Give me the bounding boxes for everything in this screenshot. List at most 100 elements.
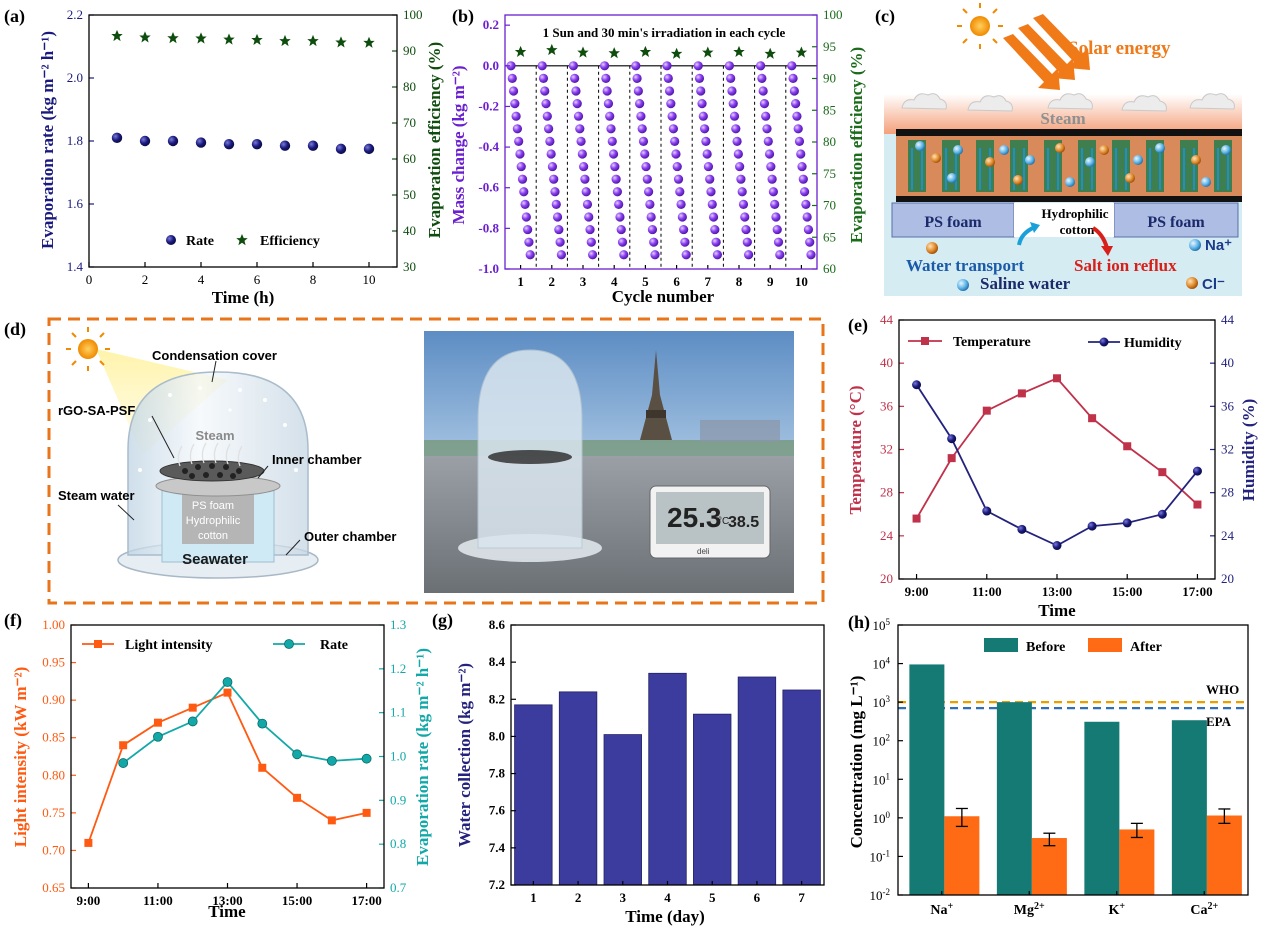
mass-point bbox=[588, 250, 598, 260]
mass-point bbox=[701, 136, 711, 146]
ps-foam-right-label: PS foam bbox=[1147, 214, 1205, 231]
mass-point bbox=[581, 187, 591, 197]
mass-point bbox=[733, 149, 743, 159]
x-tick-label-b: 5 bbox=[642, 274, 649, 289]
mass-point bbox=[761, 111, 771, 121]
mass-point bbox=[694, 73, 705, 83]
legend-label-after: After bbox=[1130, 640, 1162, 655]
mass-point bbox=[550, 187, 560, 197]
bar bbox=[603, 734, 642, 886]
mass-point bbox=[523, 224, 533, 235]
mass-point bbox=[735, 161, 745, 172]
mass-point bbox=[614, 199, 624, 209]
mass-point bbox=[512, 124, 523, 134]
x-tick-label-f: 11:00 bbox=[143, 893, 173, 908]
x-tick-label-b: 2 bbox=[549, 274, 556, 289]
bar-after bbox=[1119, 829, 1155, 895]
data-point-light bbox=[258, 763, 267, 772]
mass-point bbox=[586, 237, 596, 247]
y-tick-label-a: 2.0 bbox=[67, 70, 83, 85]
na-ion bbox=[1065, 177, 1075, 187]
data-point-rate bbox=[335, 143, 347, 155]
bar-after bbox=[1206, 815, 1242, 895]
mass-point bbox=[767, 174, 777, 184]
cl-ion bbox=[985, 157, 995, 167]
mass-point bbox=[672, 161, 682, 172]
y-tick-label-f: 0.80 bbox=[42, 767, 65, 782]
mass-point bbox=[506, 61, 516, 71]
x-tick-label-e: 13:00 bbox=[1042, 584, 1072, 599]
mass-point bbox=[546, 149, 556, 159]
mass-point bbox=[511, 111, 521, 121]
na-ion bbox=[915, 141, 925, 151]
y2-tick-label-f: 1.2 bbox=[390, 661, 406, 676]
legend-marker-before bbox=[984, 638, 1018, 652]
data-point-humidity bbox=[1017, 524, 1027, 534]
x-tick-label-b: 8 bbox=[736, 274, 743, 289]
water-channel bbox=[1081, 148, 1093, 190]
x-tick-label-b: 9 bbox=[767, 274, 774, 289]
data-point-efficiency bbox=[167, 32, 179, 44]
mass-point bbox=[611, 174, 621, 184]
data-point-temperature bbox=[1088, 414, 1097, 423]
mass-point bbox=[700, 124, 710, 134]
mass-point bbox=[572, 98, 582, 109]
x-tick-label-a: 4 bbox=[198, 272, 205, 287]
mass-point bbox=[800, 187, 810, 197]
legend-a: Rate Efficiency bbox=[166, 234, 320, 249]
legend-label-light: Light intensity bbox=[125, 638, 213, 653]
y2-tick-label-a: 30 bbox=[403, 259, 416, 274]
bar bbox=[737, 676, 777, 886]
water-channel bbox=[1217, 148, 1229, 190]
mass-point bbox=[671, 149, 681, 159]
y-tick-label-f: 0.70 bbox=[42, 842, 65, 857]
x-tick-label-g: 7 bbox=[798, 890, 805, 905]
mass-point bbox=[756, 61, 766, 71]
bar-before bbox=[996, 702, 1032, 895]
mass-point bbox=[676, 199, 686, 209]
plot-frame-b bbox=[504, 14, 818, 270]
y-tick-label-f: 1.00 bbox=[42, 617, 65, 632]
x-tick-label-b: 1 bbox=[517, 274, 524, 289]
mass-point bbox=[759, 98, 770, 109]
data-point-light bbox=[153, 718, 162, 727]
mass-point bbox=[516, 161, 526, 172]
chloride-ion bbox=[926, 242, 938, 254]
panel-label-d: (d) bbox=[4, 319, 26, 340]
y2-tick-label-e: 28 bbox=[1221, 485, 1234, 500]
salt-reflux-arrowhead bbox=[1101, 246, 1113, 256]
legend-h: Before After bbox=[984, 638, 1162, 655]
mass-point bbox=[607, 136, 617, 146]
steam-label-d: Steam bbox=[195, 428, 234, 443]
mass-point bbox=[600, 61, 610, 71]
x-axis-label-e: Time bbox=[1038, 601, 1076, 620]
cl-ion bbox=[931, 153, 941, 163]
y-axis-label-a: Evaporation rate (kg m⁻² h⁻¹) bbox=[38, 31, 57, 249]
x-tick-label-a: 0 bbox=[86, 272, 93, 287]
mass-point bbox=[764, 149, 775, 159]
y-tick-label-a: 1.6 bbox=[67, 196, 84, 211]
x-tick-label-b: 7 bbox=[705, 274, 712, 289]
mass-point bbox=[712, 250, 723, 260]
mass-point bbox=[577, 149, 587, 159]
water-channel bbox=[911, 148, 923, 190]
mass-point bbox=[612, 187, 623, 197]
data-point-humidity bbox=[947, 434, 957, 444]
y2-axis-label-f: Evaporation rate (kg m⁻² h⁻¹) bbox=[413, 648, 432, 866]
x-tick-label-f: 17:00 bbox=[351, 893, 381, 908]
bar-before bbox=[909, 664, 945, 895]
na-ion bbox=[947, 173, 957, 183]
legend-e: Temperature Humidity bbox=[908, 335, 1182, 351]
outer-chamber-label: Outer chamber bbox=[304, 529, 396, 544]
efficiency-star bbox=[546, 43, 558, 56]
mass-point bbox=[547, 161, 558, 172]
panel-label-e: (e) bbox=[848, 315, 868, 336]
chart-g: 1 2 3 4 5 6 7 7.2 7.4 7.6 7.8 8.0 8.2 8.4 8.6 Water co… bbox=[455, 617, 825, 926]
x-axis-label-f: Time bbox=[208, 902, 246, 921]
data-point-rate-f bbox=[292, 749, 302, 760]
x-tick-label-a: 6 bbox=[254, 272, 261, 287]
y-tick-label-a: 1.8 bbox=[67, 133, 83, 148]
mass-point bbox=[732, 136, 742, 146]
legend-f: Light intensity Rate bbox=[82, 638, 348, 653]
mass-point bbox=[649, 237, 659, 247]
